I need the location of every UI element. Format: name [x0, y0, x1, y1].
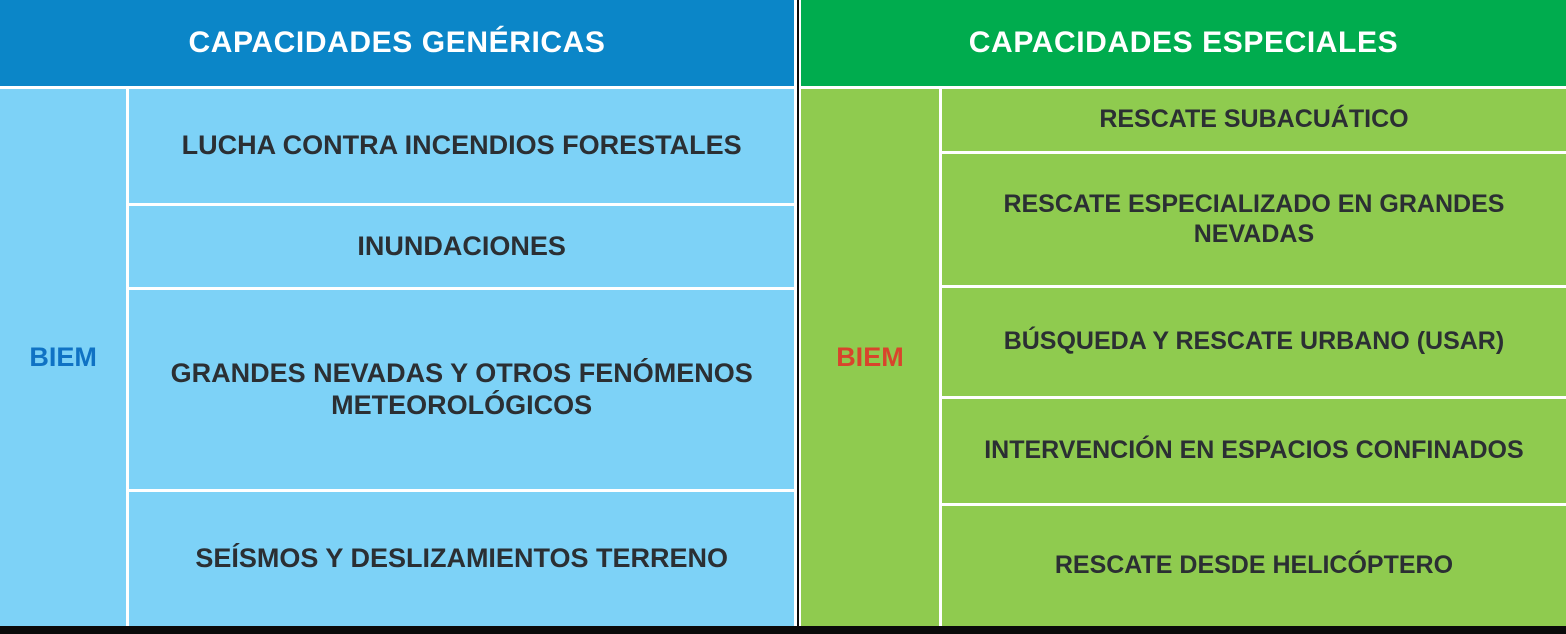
generic-unit-label-cell: BIEM — [0, 89, 130, 626]
table-row: GRANDES NEVADAS Y OTROS FENÓMENOS METEOR… — [129, 290, 794, 492]
generic-capabilities-header: CAPACIDADES GENÉRICAS — [0, 0, 794, 86]
table-row: BÚSQUEDA Y RESCATE URBANO (USAR) — [941, 288, 1566, 399]
generic-table-body: BIEM LUCHA CONTRA INCENDIOS FORESTALES I… — [0, 89, 794, 626]
generic-header-divider — [0, 86, 794, 89]
table-separator — [794, 0, 801, 626]
special-capabilities-header: CAPACIDADES ESPECIALES — [801, 0, 1566, 86]
table-row: RESCATE SUBACUÁTICO — [941, 89, 1566, 154]
generic-capabilities-table: CAPACIDADES GENÉRICAS BIEM LUCHA CONTRA … — [0, 0, 794, 626]
special-capabilities-table: CAPACIDADES ESPECIALES BIEM RESCATE SUBA… — [801, 0, 1566, 626]
table-row: INTERVENCIÓN EN ESPACIOS CONFINADOS — [941, 399, 1566, 506]
table-row: LUCHA CONTRA INCENDIOS FORESTALES — [129, 89, 794, 206]
special-unit-label-cell: BIEM — [801, 89, 942, 626]
slide-bottom-strip — [0, 626, 1566, 634]
special-rows: RESCATE SUBACUÁTICO RESCATE ESPECIALIZAD… — [941, 89, 1566, 626]
special-header-divider — [801, 86, 1566, 89]
table-row: INUNDACIONES — [129, 206, 794, 290]
generic-rows: LUCHA CONTRA INCENDIOS FORESTALES INUNDA… — [129, 89, 794, 626]
table-row: RESCATE DESDE HELICÓPTERO — [941, 506, 1566, 626]
table-row: SEÍSMOS Y DESLIZAMIENTOS TERRENO — [129, 492, 794, 626]
special-table-body: BIEM RESCATE SUBACUÁTICO RESCATE ESPECIA… — [801, 89, 1566, 626]
table-row: RESCATE ESPECIALIZADO EN GRANDES NEVADAS — [941, 154, 1566, 288]
